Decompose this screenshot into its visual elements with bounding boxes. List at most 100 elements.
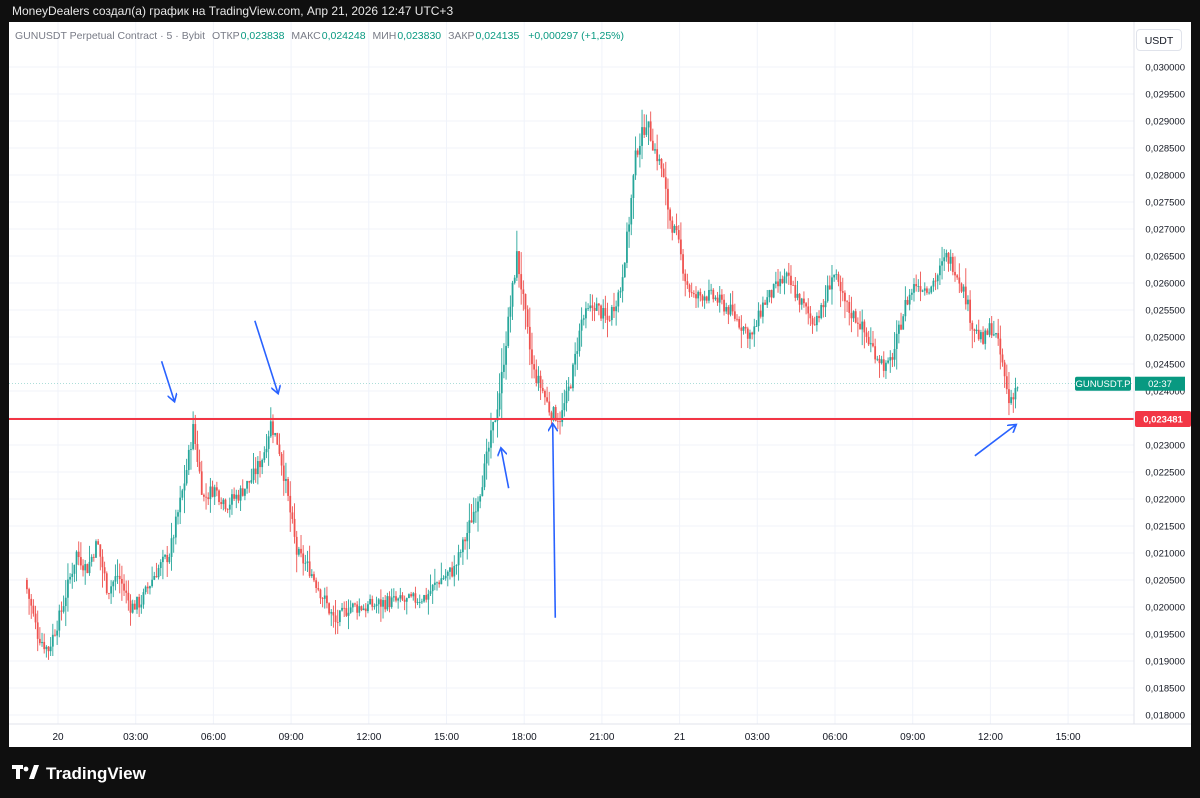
candle-body xyxy=(630,197,633,225)
candle-body xyxy=(252,468,255,481)
candle-body xyxy=(73,564,76,574)
candle-body xyxy=(282,465,285,481)
candle-body xyxy=(84,564,87,571)
candle-body xyxy=(602,308,605,319)
candle-body xyxy=(550,412,553,421)
candle-body xyxy=(995,333,997,335)
candle-body xyxy=(269,421,272,437)
candle-body xyxy=(390,597,393,608)
x-tick-label: 21 xyxy=(674,732,686,743)
y-tick-label: 0,019500 xyxy=(1145,630,1185,641)
candle-body xyxy=(159,562,162,569)
candle-body xyxy=(658,158,661,162)
candle-body xyxy=(203,494,205,497)
candle-body xyxy=(364,608,367,612)
candle-body xyxy=(399,595,402,599)
candle-body xyxy=(643,127,646,135)
candle-body xyxy=(628,224,630,232)
candle-body xyxy=(826,285,829,302)
candle-body xyxy=(185,470,188,484)
candle-body xyxy=(164,555,166,557)
candle-body xyxy=(1010,397,1013,404)
candle-body xyxy=(692,293,695,295)
y-tick-label: 0,029500 xyxy=(1145,90,1185,101)
candle-body xyxy=(274,433,277,435)
candle-body xyxy=(278,444,281,454)
candle-body xyxy=(718,294,721,303)
candle-body xyxy=(846,301,848,303)
x-tick-label: 06:00 xyxy=(822,732,847,743)
candle-body xyxy=(908,294,911,305)
candle-body xyxy=(304,562,307,564)
candle-body xyxy=(412,593,415,597)
candle-body xyxy=(867,336,870,345)
candle-body xyxy=(64,597,67,607)
candle-body xyxy=(876,358,879,360)
candle-body xyxy=(388,596,391,608)
candle-body xyxy=(233,494,236,499)
currency-button[interactable]: USDT xyxy=(1136,29,1182,51)
candle-body xyxy=(408,594,410,599)
candle-body xyxy=(326,595,328,604)
candle-body xyxy=(617,292,620,307)
candle-body xyxy=(297,548,300,555)
candle-body xyxy=(265,448,268,453)
candle-body xyxy=(820,305,823,319)
candle-body xyxy=(144,586,147,593)
candle-body xyxy=(992,334,995,336)
candle-body xyxy=(600,305,602,319)
candle-body xyxy=(660,158,663,169)
candle-body xyxy=(526,309,529,327)
annotation-arrow xyxy=(501,448,510,489)
candle-body xyxy=(483,463,486,488)
candle-body xyxy=(755,326,758,327)
candle-body xyxy=(228,504,231,510)
symbol-tag-bg xyxy=(1075,376,1131,391)
candle-body xyxy=(764,302,766,305)
candle-body xyxy=(880,359,883,364)
candle-body xyxy=(818,315,820,319)
y-tick-label: 0,030000 xyxy=(1145,63,1185,74)
candle-body xyxy=(49,646,52,652)
candle-body xyxy=(1001,354,1004,363)
candle-body xyxy=(62,606,65,612)
x-tick-label: 20 xyxy=(52,732,64,743)
candle-body xyxy=(850,312,853,319)
level-tag-label: 0,023481 xyxy=(1143,415,1183,426)
candle-body xyxy=(535,369,538,384)
candle-body xyxy=(172,537,175,539)
candle-body xyxy=(910,292,913,295)
candle-body xyxy=(444,575,447,579)
candle-body xyxy=(623,262,626,278)
candle-body xyxy=(673,225,676,233)
candle-body xyxy=(291,512,294,519)
candle-body xyxy=(811,318,814,325)
candle-body xyxy=(913,284,915,293)
candle-body xyxy=(699,291,702,296)
candle-body xyxy=(436,582,438,584)
candle-body xyxy=(405,598,408,602)
symbol-label[interactable]: GUNUSDT Perpetual Contract · 5 · Bybit xyxy=(15,30,206,42)
level-layer xyxy=(9,383,1134,421)
candle-body xyxy=(733,311,736,319)
candle-body xyxy=(306,561,309,563)
candle-body xyxy=(513,277,516,283)
candle-body xyxy=(917,286,920,287)
y-tick-label: 0,024500 xyxy=(1145,360,1185,371)
candle-body xyxy=(302,553,305,564)
tradingview-brand: TradingView xyxy=(46,764,146,783)
candle-body xyxy=(828,285,831,290)
candle-body xyxy=(524,294,527,310)
candle-body xyxy=(414,593,417,603)
candle-body xyxy=(161,556,164,563)
candle-body xyxy=(900,324,902,330)
candle-body xyxy=(54,634,56,636)
candle-body xyxy=(371,598,374,607)
candle-body xyxy=(766,297,769,305)
candlestick-chart[interactable]: 0,030000 0,029500 0,029000 0,028500 0,028000… xyxy=(9,22,1191,747)
candle-body xyxy=(636,150,639,155)
candle-body xyxy=(479,496,482,502)
candle-body xyxy=(205,496,207,498)
candle-body xyxy=(567,386,570,391)
candle-body xyxy=(671,220,674,233)
